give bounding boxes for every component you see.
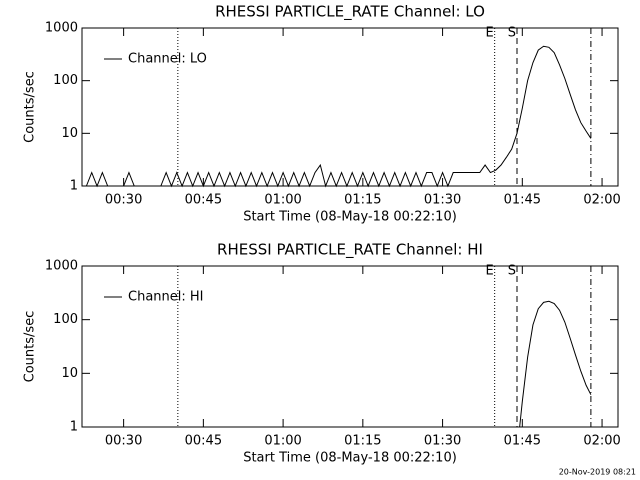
legend-label: Channel: LO [128, 52, 207, 67]
event-label: E [485, 26, 493, 41]
y-tick-label: 1 [70, 179, 78, 194]
timestamp: 20-Nov-2019 08:21 [559, 468, 636, 477]
plot-frame [81, 27, 619, 187]
y-tick-label: 10 [61, 126, 78, 141]
plot-frame [81, 265, 619, 428]
y-axis-label: Counts/sec [23, 311, 38, 383]
x-tick-label: 00:30 [105, 434, 142, 449]
chart-title: RHESSI PARTICLE_RATE Channel: LO [215, 3, 485, 22]
y-axis-label: Counts/sec [23, 71, 38, 143]
event-label: S [508, 26, 516, 41]
data-line [519, 300, 592, 428]
x-tick-label: 01:30 [424, 434, 461, 449]
y-tick-label: 1000 [45, 259, 78, 274]
x-axis-label: Start Time (08-May-18 00:22:10) [243, 210, 457, 225]
x-tick-label: 01:45 [504, 193, 541, 208]
x-tick-label: 02:00 [583, 434, 620, 449]
x-tick-label: 01:15 [344, 193, 381, 208]
y-tick-label: 1000 [45, 21, 78, 36]
x-tick-label: 01:00 [264, 434, 301, 449]
x-axis-label: Start Time (08-May-18 00:22:10) [243, 451, 457, 466]
x-tick-label: 00:45 [185, 434, 222, 449]
chart-title: RHESSI PARTICLE_RATE Channel: HI [217, 241, 483, 260]
y-tick-label: 1 [70, 420, 78, 435]
event-label: S [508, 264, 516, 279]
x-tick-label: 01:45 [504, 434, 541, 449]
x-tick-label: 01:30 [424, 193, 461, 208]
y-tick-label: 100 [53, 73, 78, 88]
x-tick-label: 00:30 [105, 193, 142, 208]
x-tick-label: 01:15 [344, 434, 381, 449]
y-tick-label: 100 [53, 312, 78, 327]
x-tick-label: 02:00 [583, 193, 620, 208]
data-line [85, 45, 592, 188]
event-label: E [485, 264, 493, 279]
x-tick-label: 00:45 [185, 193, 222, 208]
y-tick-label: 10 [61, 366, 78, 381]
x-tick-label: 01:00 [264, 193, 301, 208]
legend-label: Channel: HI [128, 290, 204, 305]
